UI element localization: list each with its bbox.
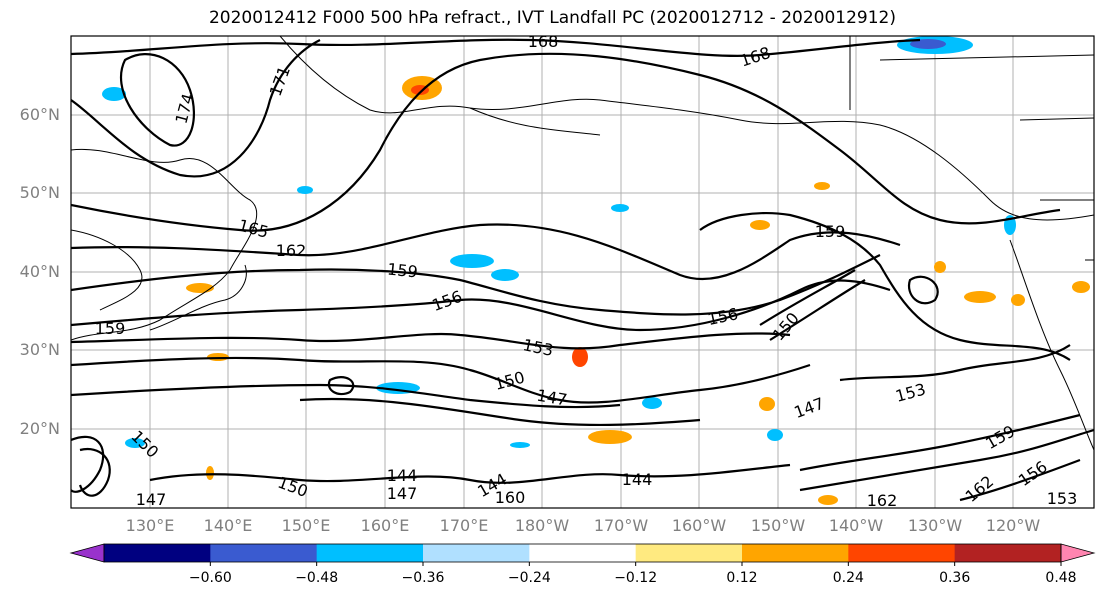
coastlines [71, 36, 1094, 451]
lat-label: 30°N [20, 340, 60, 359]
contour-label: 147 [136, 490, 167, 509]
colorbar-tick-label: −0.60 [189, 570, 232, 586]
lon-label: 140°E [204, 516, 253, 535]
contour-label: 159 [95, 319, 126, 338]
contour-label: 162 [276, 241, 307, 260]
lat-label: 50°N [20, 183, 60, 202]
contour-label: 159 [386, 259, 418, 281]
colorbar-segment [529, 544, 637, 562]
colorbar-extend-low [69, 543, 105, 563]
lon-label: 120°W [986, 516, 1041, 535]
colorbar-tick-label: 0.48 [1045, 570, 1076, 586]
lon-label: 150°W [751, 516, 806, 535]
lat-label: 40°N [20, 262, 60, 281]
colorbar-segment [104, 544, 211, 562]
colorbar-segment [316, 544, 424, 562]
lon-label: 130°E [126, 516, 175, 535]
colorbar-tick-label: −0.24 [508, 570, 551, 586]
latitude-labels: 60°N 50°N 40°N 30°N 20°N [20, 105, 60, 438]
colorbar-extend-high [1060, 543, 1096, 563]
lon-label: 160°E [361, 516, 410, 535]
colorbar-segment [635, 544, 743, 562]
colorbar-tick-label: 0.24 [833, 570, 864, 586]
contour-label: 168 [528, 32, 559, 51]
longitude-labels: 130°E 140°E 150°E 160°E 170°E 180°W 170°… [126, 516, 1041, 535]
lon-label: 160°W [672, 516, 727, 535]
lon-label: 170°W [594, 516, 649, 535]
map-title: 2020012412 F000 500 hPa refract., IVT La… [208, 8, 896, 28]
colorbar-segment [423, 544, 530, 562]
colorbar-tick-label: 0.12 [726, 570, 757, 586]
colorbar-outline [103, 543, 1062, 563]
lat-label: 60°N [20, 105, 60, 124]
colorbar-tick-label: −0.12 [614, 570, 657, 586]
lon-label: 180°W [515, 516, 570, 535]
contour-label: 153 [1047, 489, 1078, 508]
colorbar-tick-label: −0.36 [402, 570, 445, 586]
refractivity-contours [71, 38, 1094, 502]
colorbar-tick-label: −0.48 [295, 570, 338, 586]
lon-label: 140°W [829, 516, 884, 535]
colorbar-ticks: −0.60 −0.48 −0.36 −0.24 −0.12 0.12 0.24 0.36 0.4… [189, 562, 1077, 586]
colorbar [69, 543, 1096, 563]
colorbar-segment [210, 544, 318, 562]
contour-label: 144 [387, 466, 418, 485]
colorbar-tick-label: 0.36 [939, 570, 970, 586]
colorbar-segment [742, 544, 849, 562]
map-frame [70, 35, 1095, 509]
contour-label: 147 [387, 484, 418, 503]
lon-label: 170°E [440, 516, 489, 535]
colorbar-segment [954, 544, 1062, 562]
contour-label: 144 [622, 470, 653, 489]
lon-label: 150°E [282, 516, 331, 535]
contour-label: 160 [495, 488, 526, 507]
contour-label: 159 [815, 222, 846, 241]
contour-label: 162 [867, 491, 898, 510]
colorbar-segment [848, 544, 956, 562]
lon-label: 130°W [908, 516, 963, 535]
lat-label: 20°N [20, 419, 60, 438]
ivt-shading [102, 36, 1090, 505]
